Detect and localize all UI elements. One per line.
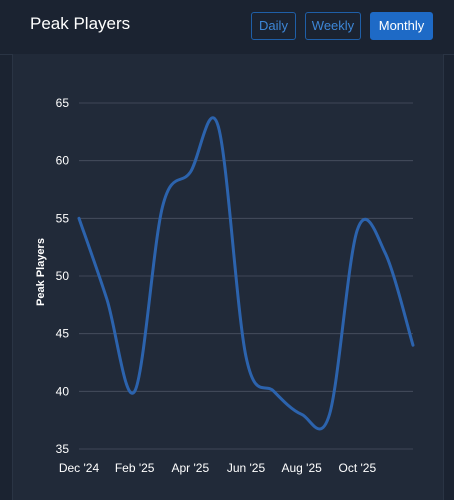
data-points	[77, 124, 415, 416]
chart-panel	[12, 54, 444, 500]
y-tick-label: 65	[56, 96, 70, 110]
data-point	[161, 205, 164, 208]
daily-button[interactable]: Daily	[251, 12, 296, 40]
data-point	[133, 390, 136, 393]
data-point	[300, 413, 303, 416]
y-tick-label: 35	[56, 442, 70, 456]
x-tick-label: Dec '24	[59, 461, 100, 475]
y-tick-label: 45	[56, 327, 70, 341]
data-point	[77, 217, 81, 220]
data-point	[272, 390, 276, 393]
weekly-button[interactable]: Weekly	[305, 12, 361, 40]
x-axis-ticks: Dec '24 Feb '25 Apr '25 Jun '25 Aug '25 Oct '…	[59, 461, 377, 475]
y-axis-ticks: 35 40 45 50 55 60 65	[56, 96, 70, 456]
y-tick-label: 50	[56, 269, 70, 283]
y-tick-label: 60	[56, 154, 70, 168]
x-tick-label: Oct '25	[339, 461, 377, 475]
series-layer	[77, 116, 415, 431]
monthly-button[interactable]: Monthly	[370, 12, 433, 40]
x-tick-label: Feb '25	[115, 461, 155, 475]
data-point	[383, 251, 387, 255]
grid-lines	[79, 102, 413, 450]
page-title: Peak Players	[30, 14, 131, 33]
series-line	[77, 116, 415, 431]
data-point	[356, 228, 359, 232]
x-tick-label: Aug '25	[282, 461, 323, 475]
data-point	[216, 124, 220, 128]
chart-header: Peak Players Daily Weekly Monthly	[0, 0, 454, 55]
data-point	[328, 413, 331, 416]
x-tick-label: Jun '25	[227, 461, 266, 475]
y-tick-label: 40	[56, 384, 70, 398]
y-tick-label: 55	[56, 211, 70, 225]
y-axis-label: Peak Players	[35, 238, 47, 306]
x-tick-label: Apr '25	[172, 461, 210, 475]
data-point	[244, 355, 248, 358]
data-point	[105, 297, 109, 301]
data-point	[189, 171, 192, 174]
data-point	[411, 344, 415, 347]
